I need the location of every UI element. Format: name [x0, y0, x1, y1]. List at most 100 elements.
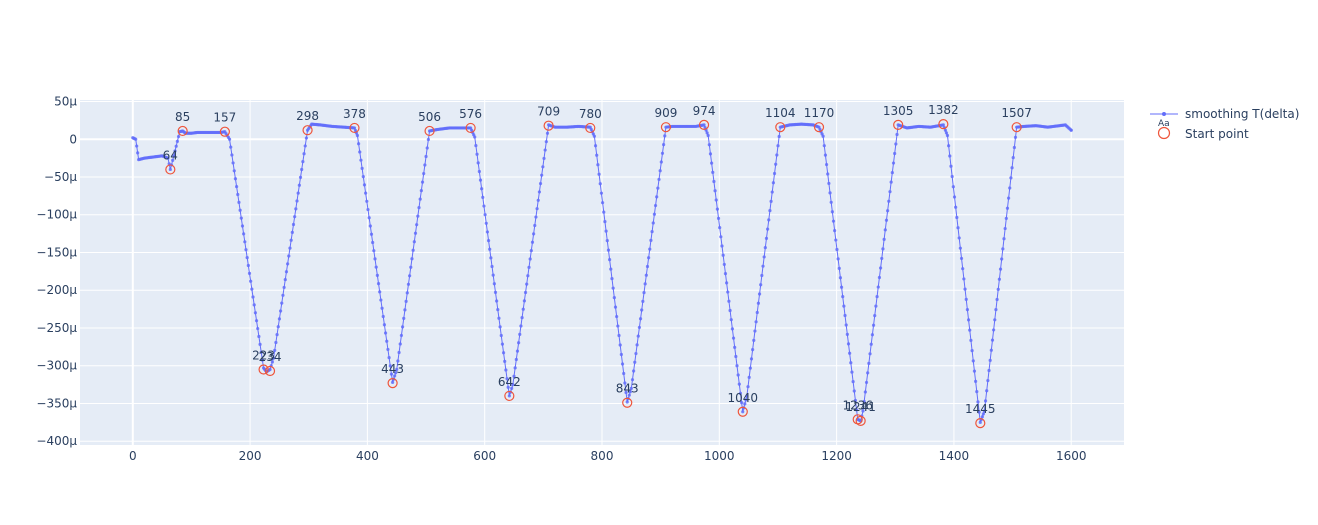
series-point	[286, 262, 290, 266]
series-point	[656, 186, 660, 190]
series-point	[842, 304, 846, 308]
series-point	[232, 169, 236, 173]
series-point	[545, 131, 550, 135]
series-point	[380, 306, 384, 310]
series-point	[624, 390, 628, 395]
series-point	[833, 229, 837, 233]
series-point	[988, 358, 992, 362]
series-point	[1009, 176, 1013, 180]
series-point	[643, 282, 647, 286]
series-point	[270, 360, 274, 364]
series-point	[977, 410, 981, 414]
series-point	[260, 358, 265, 362]
series-point	[830, 210, 834, 214]
series-point	[866, 371, 870, 375]
series-point	[618, 343, 622, 347]
series-point	[176, 134, 181, 139]
series-point	[647, 256, 651, 260]
series-point	[995, 297, 999, 302]
series-point	[240, 224, 245, 228]
series-point	[593, 144, 598, 148]
series-point	[412, 240, 416, 244]
series-point	[877, 275, 882, 280]
series-point	[482, 204, 486, 208]
start-point-marker	[424, 125, 435, 137]
series-point	[540, 173, 544, 177]
series-point	[381, 314, 385, 319]
series-point	[823, 153, 828, 157]
start-point-marker	[543, 120, 554, 131]
series-point	[851, 379, 855, 384]
series-point	[867, 361, 871, 365]
series-point	[989, 348, 993, 352]
series-point	[993, 318, 997, 322]
legend[interactable]: Aa smoothing T(delta) Start point	[1150, 107, 1299, 141]
series-point	[488, 247, 492, 251]
series-point	[1008, 186, 1012, 190]
series-point	[249, 279, 253, 283]
series-point	[369, 232, 374, 236]
series-point	[276, 325, 280, 329]
series-point	[535, 207, 539, 211]
series-point	[1001, 247, 1005, 251]
series-point	[629, 386, 633, 390]
series-point	[526, 274, 530, 278]
series-point	[239, 216, 243, 220]
start-point-marker	[975, 418, 986, 429]
series-point	[280, 301, 284, 305]
series-point	[295, 199, 299, 203]
series-point	[874, 304, 878, 308]
series-point	[373, 257, 377, 261]
series-point	[852, 389, 856, 393]
series-point	[410, 257, 414, 261]
series-point	[715, 207, 719, 211]
series-point	[597, 172, 601, 176]
series-point	[1007, 196, 1011, 200]
series-point	[761, 264, 765, 268]
series-point	[245, 255, 249, 260]
series-point	[366, 207, 370, 212]
series-point	[954, 205, 958, 209]
series-point	[752, 338, 756, 342]
series-point	[300, 167, 304, 172]
y-tick-label: −150μ	[36, 245, 77, 259]
series-point	[418, 197, 422, 201]
series-point	[512, 374, 516, 378]
series-point	[258, 342, 262, 346]
series-point	[477, 169, 481, 174]
series-point	[841, 295, 845, 299]
series-point	[846, 342, 851, 346]
series-point	[635, 343, 639, 347]
series-point	[943, 128, 948, 132]
point-label: 1170	[804, 106, 835, 120]
series-point	[411, 248, 415, 252]
legend-item-start-point[interactable]: Start point	[1157, 126, 1250, 141]
start-point-marker	[938, 119, 949, 130]
series-point	[712, 179, 716, 184]
series-point	[964, 297, 968, 302]
start-point-marker	[737, 406, 748, 417]
series-point	[271, 356, 276, 360]
series-point	[718, 225, 722, 230]
series-point	[1003, 226, 1007, 231]
series-point	[498, 325, 502, 329]
series-point	[501, 351, 506, 355]
series-point	[975, 390, 979, 394]
y-tick-label: −100μ	[36, 208, 77, 222]
series-point	[235, 184, 239, 189]
point-label: 709	[537, 105, 560, 119]
start-point-marker	[465, 122, 476, 134]
series-point	[749, 357, 754, 361]
series-point	[274, 340, 278, 345]
series-point	[947, 144, 951, 148]
series-point	[949, 164, 953, 168]
x-tick-label: 800	[591, 449, 614, 463]
series-point	[605, 239, 609, 243]
series-point	[382, 323, 387, 327]
legend-label-start-point: Start point	[1185, 127, 1249, 141]
series-point	[850, 370, 854, 374]
series-point	[729, 318, 733, 322]
series-point	[485, 230, 490, 234]
legend-item-smoothing[interactable]: Aa smoothing T(delta)	[1150, 107, 1299, 129]
x-tick-label: 1600	[1056, 449, 1087, 463]
